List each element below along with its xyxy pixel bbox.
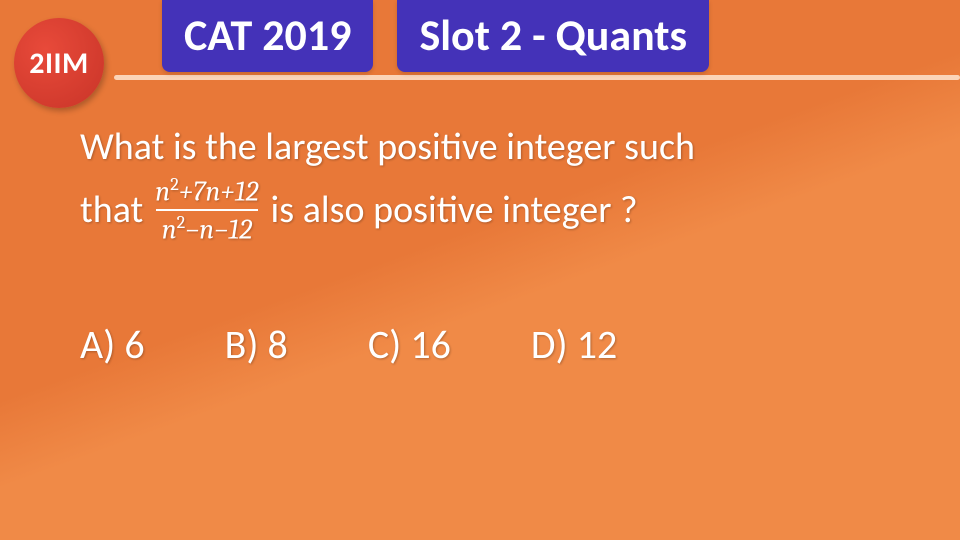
options-row: A) 6 B) 8 C) 16 D) 12 — [80, 320, 617, 369]
option-a: A) 6 — [80, 320, 145, 369]
header: CAT 2019 Slot 2 - Quants — [0, 0, 960, 72]
fraction-numerator: n2+7n+12 — [149, 175, 264, 209]
question-fraction: n2+7n+12 n2−n−12 — [149, 175, 264, 245]
question-line-2-post: is also positive integer ? — [271, 183, 638, 238]
header-badge-section: Slot 2 - Quants — [397, 0, 709, 72]
option-b: B) 8 — [225, 320, 288, 369]
fraction-denominator: n2−n−12 — [156, 209, 258, 245]
header-underline — [114, 75, 960, 80]
question-line-2: that n2+7n+12 n2−n−12 is also positive i… — [80, 175, 900, 245]
question-line-1: What is the largest positive integer suc… — [80, 120, 900, 175]
question-line-2-pre: that — [80, 183, 143, 238]
header-badge-exam: CAT 2019 — [162, 0, 373, 72]
question-block: What is the largest positive integer suc… — [80, 120, 900, 245]
option-d: D) 12 — [531, 320, 617, 369]
option-c: C) 16 — [368, 320, 451, 369]
